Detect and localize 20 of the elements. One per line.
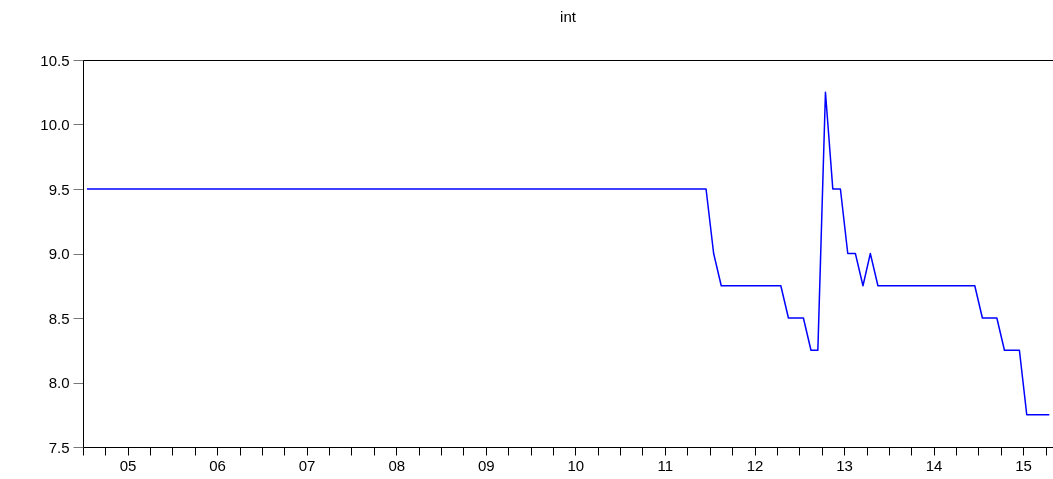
y-tick-label: 8.5 (48, 309, 70, 327)
x-tick-label: 08 (388, 456, 406, 474)
x-tick-label: 07 (298, 456, 316, 474)
x-tick-label: 10 (567, 456, 585, 474)
y-tick-label: 10.5 (40, 51, 70, 69)
x-tick-label: 12 (746, 456, 764, 474)
y-tick-label: 9.5 (48, 180, 70, 198)
y-tick-label: 10.0 (40, 116, 70, 133)
x-tick-label: 14 (925, 456, 943, 474)
x-tick-label: 11 (657, 456, 674, 474)
chart-title: int (560, 8, 577, 25)
y-tick-label: 8.0 (48, 374, 70, 391)
x-tick-label: 13 (836, 456, 853, 474)
y-tick-label: 7.5 (48, 438, 70, 456)
x-tick-label: 09 (478, 456, 495, 474)
y-tick-label: 9.0 (48, 245, 70, 262)
line-series (86, 91, 1051, 416)
x-tick-label: 15 (1015, 456, 1032, 474)
x-tick-label: 05 (119, 456, 137, 474)
x-tick-label: 06 (209, 456, 226, 474)
